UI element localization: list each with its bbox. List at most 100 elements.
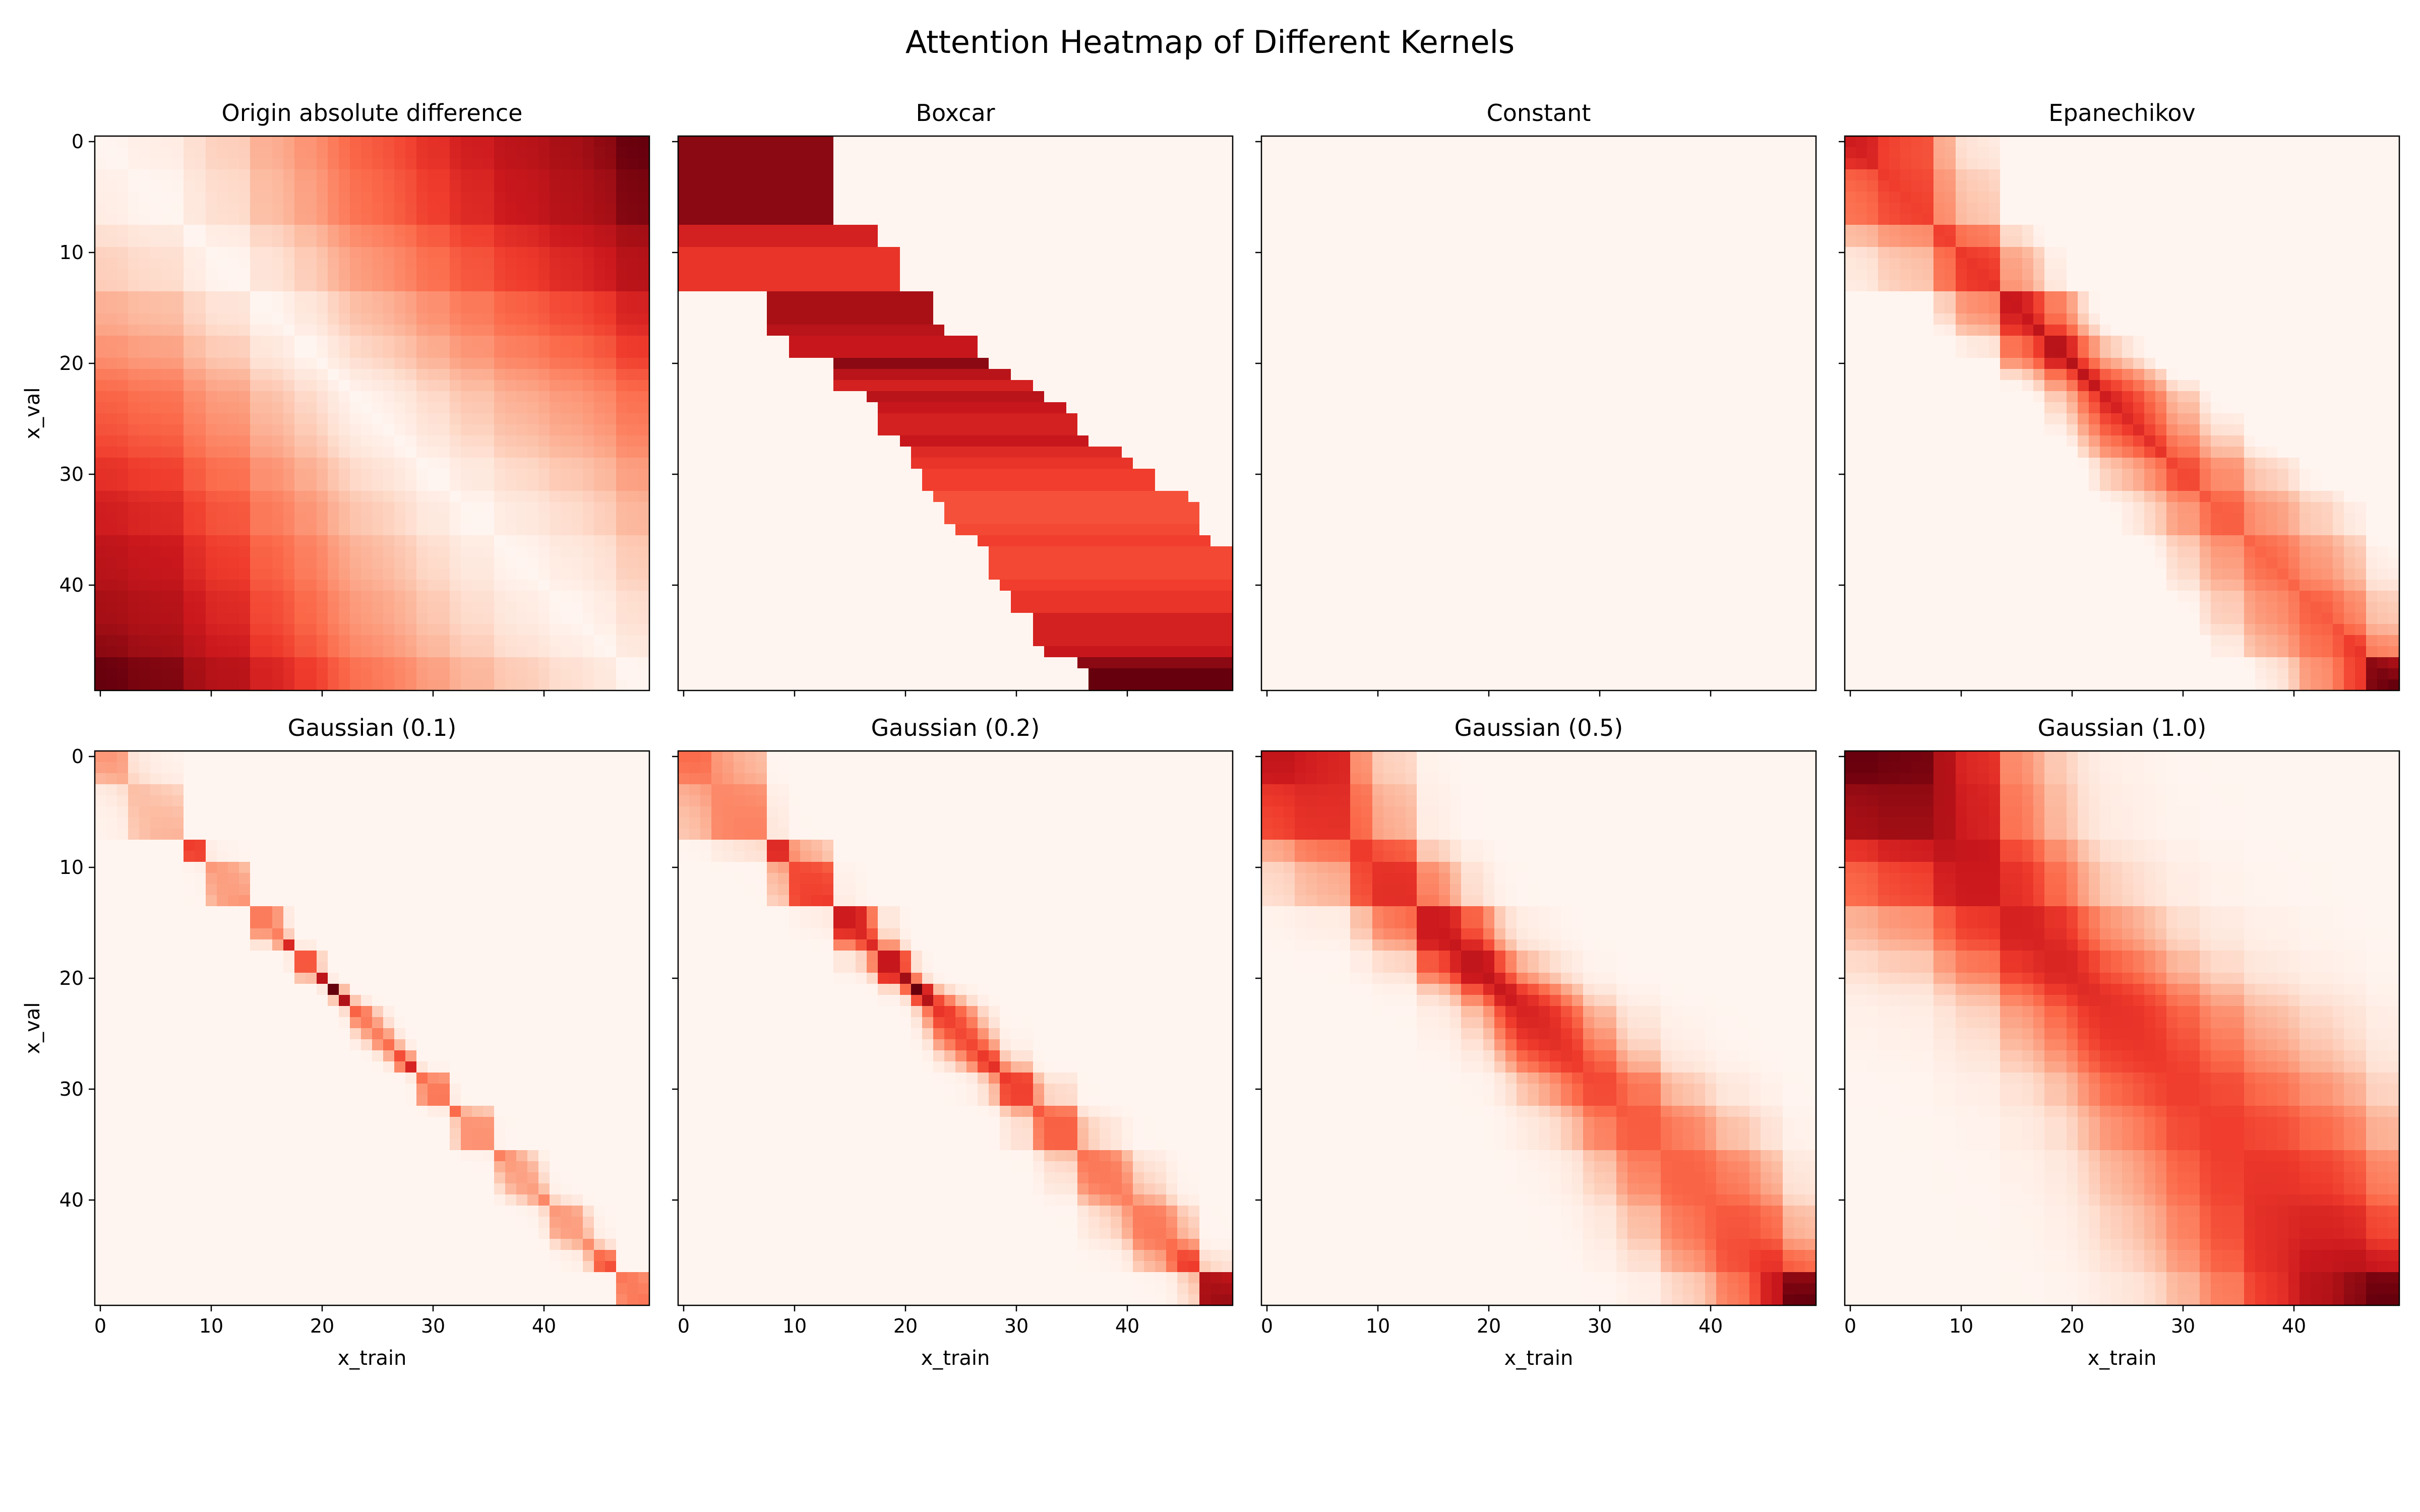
- heatmap-cell: [1211, 180, 1222, 192]
- heatmap-cell: [1055, 391, 1067, 403]
- heatmap-cell: [811, 347, 823, 358]
- heatmap-cell: [1100, 535, 1111, 547]
- heatmap-cell: [605, 435, 617, 447]
- heatmap-cell: [889, 613, 900, 624]
- heatmap-cell: [700, 192, 712, 203]
- heatmap-cell: [933, 180, 945, 192]
- heatmap-cell: [889, 657, 900, 669]
- heatmap-cell: [339, 369, 350, 381]
- heatmap-cell: [450, 158, 461, 170]
- heatmap-cell: [428, 136, 439, 148]
- heatmap-cell: [627, 591, 639, 602]
- heatmap-cell: [745, 280, 756, 292]
- heatmap-cell: [605, 369, 617, 381]
- heatmap-cell: [1033, 214, 1045, 225]
- heatmap-cell: [328, 236, 339, 247]
- heatmap-cell: [150, 424, 162, 436]
- heatmap-cell: [722, 225, 734, 236]
- heatmap-cell: [878, 313, 889, 325]
- heatmap-cell: [900, 480, 912, 491]
- heatmap-cell: [161, 668, 173, 680]
- heatmap-cell: [1222, 380, 1233, 392]
- heatmap-cell: [128, 236, 140, 247]
- heatmap-cell: [734, 646, 745, 658]
- heatmap-cell: [800, 380, 812, 392]
- heatmap-cell: [239, 203, 251, 214]
- heatmap-cell: [283, 302, 295, 314]
- heatmap-cell: [1011, 424, 1022, 436]
- heatmap-cell: [944, 325, 956, 336]
- heatmap-cell: [594, 624, 606, 636]
- heatmap-cell: [867, 358, 878, 369]
- heatmap-cell: [1000, 180, 1011, 192]
- heatmap-cell: [833, 524, 845, 536]
- heatmap-cell: [711, 657, 723, 669]
- heatmap-cell: [527, 169, 539, 181]
- heatmap-cell: [550, 535, 561, 547]
- heatmap-cell: [561, 502, 572, 514]
- heatmap-cell: [756, 668, 767, 680]
- heatmap-cell: [217, 447, 228, 458]
- heatmap-cell: [922, 546, 934, 558]
- heatmap-cell: [1211, 635, 1222, 647]
- heatmap-cell: [161, 524, 173, 536]
- heatmap-cell: [483, 203, 495, 214]
- heatmap-cell: [317, 513, 328, 525]
- heatmap-cell: [383, 380, 395, 392]
- heatmap-cell: [527, 258, 539, 270]
- heatmap-cell: [789, 602, 801, 613]
- heatmap-cell: [206, 291, 217, 303]
- heatmap-cell: [678, 402, 690, 414]
- heatmap-cell: [1033, 646, 1045, 658]
- heatmap-cell: [428, 413, 439, 425]
- heatmap-cell: [1011, 302, 1022, 314]
- heatmap-cell: [339, 557, 350, 569]
- heatmap-cell: [383, 358, 395, 369]
- heatmap-cell: [317, 258, 328, 270]
- heatmap-cell: [745, 569, 756, 580]
- heatmap-cell: [383, 280, 395, 292]
- heatmap-cell: [933, 269, 945, 281]
- heatmap-cell: [439, 679, 450, 691]
- heatmap-cell: [494, 668, 506, 680]
- heatmap-cell: [844, 569, 856, 580]
- heatmap-cell: [1055, 435, 1067, 447]
- heatmap-cell: [978, 136, 989, 148]
- heatmap-cell: [195, 192, 206, 203]
- heatmap-cell: [527, 569, 539, 580]
- heatmap-cell: [1211, 258, 1222, 270]
- heatmap-cell: [1088, 380, 1100, 392]
- heatmap-cell: [439, 203, 450, 214]
- heatmap-cell: [550, 302, 561, 314]
- heatmap-cell: [106, 214, 117, 225]
- heatmap-cell: [734, 668, 745, 680]
- heatmap-cell: [339, 247, 350, 259]
- heatmap-cell: [711, 424, 723, 436]
- heatmap-cell: [800, 369, 812, 381]
- heatmap-cell: [561, 136, 572, 148]
- heatmap-cell: [1188, 435, 1200, 447]
- heatmap-cell: [1122, 180, 1133, 192]
- heatmap-cell: [616, 413, 628, 425]
- heatmap-cell: [306, 580, 317, 591]
- heatmap-cell: [195, 524, 206, 536]
- heatmap-cell: [955, 291, 967, 303]
- heatmap-cell: [978, 447, 989, 458]
- heatmap-cell: [778, 391, 790, 403]
- heatmap-cell: [944, 347, 956, 358]
- heatmap-cell: [272, 513, 284, 525]
- heatmap-cell: [184, 413, 195, 425]
- heatmap-cell: [439, 435, 450, 447]
- heatmap-cell: [889, 258, 900, 270]
- heatmap-cell: [627, 380, 639, 392]
- heatmap-cell: [844, 291, 856, 303]
- heatmap-cell: [505, 679, 517, 691]
- heatmap-cell: [1211, 236, 1222, 247]
- heatmap-cell: [1222, 336, 1233, 347]
- heatmap-cell: [1055, 369, 1067, 381]
- heatmap-cell: [1055, 557, 1067, 569]
- heatmap-cell: [328, 347, 339, 358]
- heatmap-cell: [394, 513, 406, 525]
- heatmap-cell: [756, 435, 767, 447]
- heatmap-cell: [516, 158, 528, 170]
